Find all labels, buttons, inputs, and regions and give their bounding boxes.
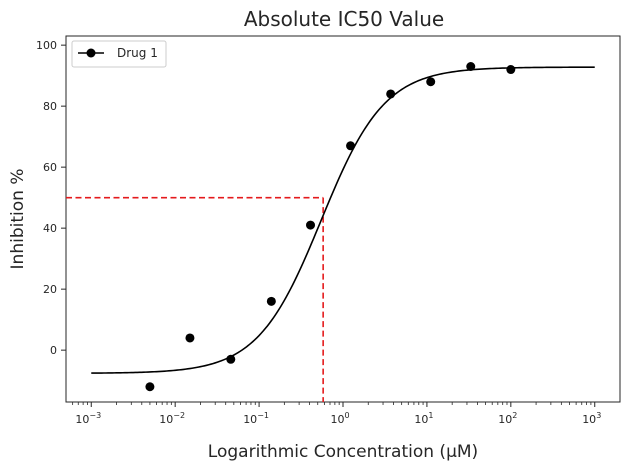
data-point-0: [145, 382, 155, 392]
y-axis: 0 20 40 60 80 100: [36, 39, 66, 357]
x-tick-label-base-0: 10: [75, 413, 89, 426]
y-tick-label-5: 100: [36, 39, 57, 52]
data-point-2: [226, 354, 236, 364]
x-tick-label-exp-6: 3: [596, 411, 601, 420]
x-tick-label-exp-4: 1: [428, 411, 433, 420]
x-tick-label-4: 101: [414, 411, 433, 426]
x-tick-label-base-5: 10: [498, 413, 512, 426]
data-points: [145, 62, 516, 392]
y-axis-label: Inhibition %: [8, 169, 28, 270]
data-point-4: [306, 220, 316, 230]
x-tick-label-exp-5: 2: [512, 411, 517, 420]
y-tick-label-1: 20: [43, 283, 57, 296]
x-tick-label-base-6: 10: [582, 413, 596, 426]
x-tick-label-5: 102: [498, 411, 517, 426]
y-tick-label-4: 80: [43, 100, 57, 113]
x-tick-label-base-4: 10: [414, 413, 428, 426]
x-tick-label-2: 10−1: [243, 411, 269, 426]
data-point-3: [266, 296, 276, 306]
legend-box: [71, 40, 167, 68]
plot-frame: [65, 35, 621, 403]
fit-curve: [91, 66, 595, 374]
legend-label: Drug 1: [117, 46, 158, 60]
data-point-9: [506, 65, 516, 75]
data-point-6: [386, 89, 396, 99]
x-tick-label-base-3: 10: [330, 413, 344, 426]
x-tick-label-exp-2: −1: [257, 411, 269, 420]
x-tick-label-exp-0: −3: [89, 411, 101, 420]
x-tick-label-base-1: 10: [159, 413, 173, 426]
x-tick-label-3: 100: [330, 411, 349, 426]
x-tick-label-0: 10−3: [75, 411, 101, 426]
chart-title: Absolute IC50 Value: [244, 7, 444, 31]
y-tick-label-0: 0: [50, 344, 57, 357]
y-tick-label-3: 60: [43, 161, 57, 174]
x-tick-label-6: 103: [582, 411, 601, 426]
x-axis-label: Logarithmic Concentration (μM): [208, 442, 478, 462]
data-point-1: [185, 333, 195, 343]
data-point-8: [466, 62, 476, 71]
x-axis: 10−3 10−2 10−1 100 101 102 103: [72, 402, 601, 426]
x-tick-label-1: 10−2: [159, 411, 185, 426]
x-tick-label-base-2: 10: [243, 413, 257, 426]
y-tick-label-2: 40: [43, 222, 57, 235]
x-tick-label-exp-3: 0: [344, 411, 349, 420]
data-point-7: [426, 77, 436, 87]
x-tick-label-exp-1: −2: [173, 411, 185, 420]
ic50-guides: [66, 196, 324, 402]
data-point-5: [346, 141, 356, 151]
legend: Drug 1: [71, 40, 167, 68]
legend-marker: [86, 48, 96, 58]
